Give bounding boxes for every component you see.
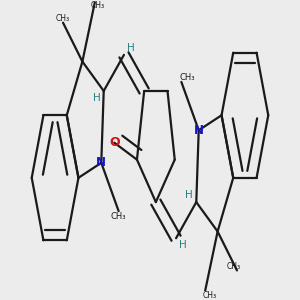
Text: N: N: [194, 124, 204, 137]
Text: O: O: [109, 136, 120, 149]
Text: CH₃: CH₃: [227, 262, 241, 271]
Text: H: H: [185, 190, 193, 200]
Text: N: N: [96, 156, 106, 169]
Text: CH₃: CH₃: [111, 212, 126, 221]
Text: CH₃: CH₃: [179, 73, 195, 82]
Text: CH₃: CH₃: [56, 14, 70, 23]
Text: CH₃: CH₃: [91, 2, 105, 10]
Text: H: H: [127, 43, 135, 52]
Text: H: H: [93, 93, 101, 103]
Text: H: H: [179, 240, 187, 250]
Text: CH₃: CH₃: [202, 291, 216, 300]
